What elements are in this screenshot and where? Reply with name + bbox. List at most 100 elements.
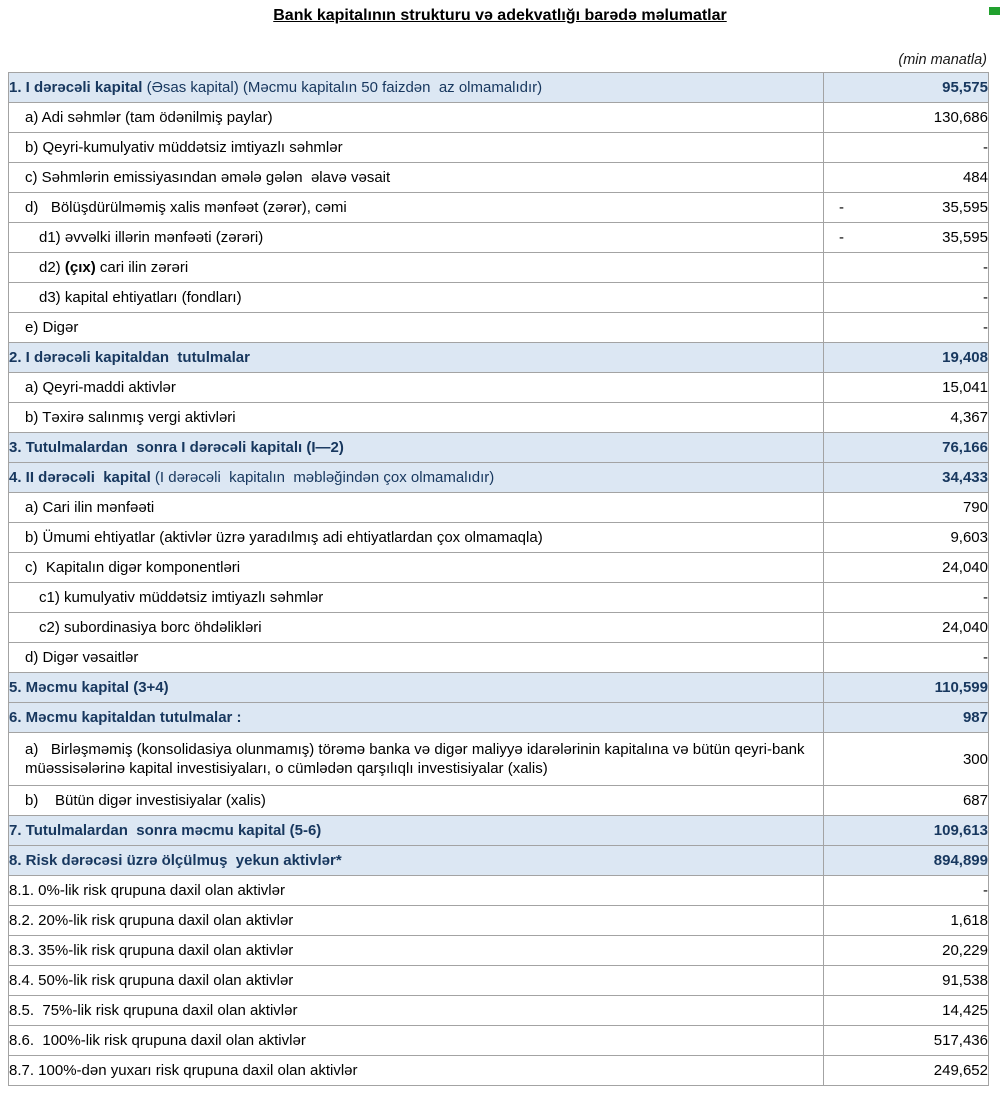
row-value: 790: [823, 492, 989, 523]
row-label: 8.5. 75%-lik risk qrupuna daxil olan akt…: [8, 995, 824, 1026]
row-value: 20,229: [823, 935, 989, 966]
row-label: c1) kumulyativ müddətsiz imtiyazlı səhml…: [8, 582, 824, 613]
row-label: a) Adi səhmlər (tam ödənilmiş paylar): [8, 102, 824, 133]
row-label: 5. Məcmu kapital (3+4): [8, 672, 824, 703]
row-label: 6. Məcmu kapitaldan tutulmalar :: [8, 702, 824, 733]
negative-sign: -: [839, 229, 844, 246]
row-value: - 35,595: [823, 192, 989, 223]
row-value: 24,040: [823, 612, 989, 643]
row-label: 8. Risk dərəcəsi üzrə ölçülmuş yekun akt…: [8, 845, 824, 876]
row-value: 95,575: [823, 72, 989, 103]
table-row: 8.2. 20%-lik risk qrupuna daxil olan akt…: [8, 905, 989, 936]
row-label: 1. I dərəcəli kapital (Əsas kapital) (Mə…: [8, 72, 824, 103]
row-value: -: [823, 312, 989, 343]
table-row: 6. Məcmu kapitaldan tutulmalar :987: [8, 702, 989, 733]
row-value: -: [823, 642, 989, 673]
table-row: a) Adi səhmlər (tam ödənilmiş paylar) 130…: [8, 102, 989, 133]
table-row: 8.6. 100%-lik risk qrupuna daxil olan ak…: [8, 1025, 989, 1056]
table-row: 8.1. 0%-lik risk qrupuna daxil olan akti…: [8, 875, 989, 906]
row-label: 8.4. 50%-lik risk qrupuna daxil olan akt…: [8, 965, 824, 996]
row-value: 249,652: [823, 1055, 989, 1086]
row-value: -: [823, 252, 989, 283]
row-value: 687: [823, 785, 989, 816]
table-row: d) Bölüşdürülməmiş xalis mənfəət (zərər)…: [8, 192, 989, 223]
row-value: 894,899: [823, 845, 989, 876]
row-value: 4,367: [823, 402, 989, 433]
table-row: d3) kapital ehtiyatları (fondları) -: [8, 282, 989, 313]
table-row: a) Cari ilin mənfəəti 790: [8, 492, 989, 523]
unit-note: (min manatla): [898, 52, 987, 68]
row-value: -: [823, 875, 989, 906]
row-value: 15,041: [823, 372, 989, 403]
row-value: 109,613: [823, 815, 989, 846]
row-label: a) Qeyri-maddi aktivlər: [8, 372, 824, 403]
row-label: b) Bütün digər investisiyalar (xalis): [8, 785, 824, 816]
table-row: a) Qeyri-maddi aktivlər 15,041: [8, 372, 989, 403]
table-row: 8.7. 100%-dən yuxarı risk qrupuna daxil …: [8, 1055, 989, 1086]
table-row: c) Səhmlərin emissiyasından əmələ gələn …: [8, 162, 989, 193]
row-label: 8.3. 35%-lik risk qrupuna daxil olan akt…: [8, 935, 824, 966]
screenshot-corner-artifact: [989, 7, 1000, 15]
row-value: 76,166: [823, 432, 989, 463]
value-number: 35,595: [942, 199, 988, 216]
table-row: 4. II dərəcəli kapital (I dərəcəli kapit…: [8, 462, 989, 493]
row-label: b) Ümumi ehtiyatlar (aktivlər üzrə yarad…: [8, 522, 824, 553]
row-value: 517,436: [823, 1025, 989, 1056]
table-row: 3. Tutulmalardan sonra I dərəcəli kapita…: [8, 432, 989, 463]
table-row: 7. Tutulmalardan sonra məcmu kapital (5-…: [8, 815, 989, 846]
table-row: b) Bütün digər investisiyalar (xalis) 687: [8, 785, 989, 816]
negative-sign: -: [839, 199, 844, 216]
row-label: 4. II dərəcəli kapital (I dərəcəli kapit…: [8, 462, 824, 493]
row-label: d1) əvvəlki illərin mənfəəti (zərəri): [8, 222, 824, 253]
table-row: d1) əvvəlki illərin mənfəəti (zərəri) - 35…: [8, 222, 989, 253]
page-title: Bank kapitalının strukturu və adekvatlığ…: [273, 7, 727, 24]
table-row: 8.5. 75%-lik risk qrupuna daxil olan akt…: [8, 995, 989, 1026]
table-row: b) Qeyri-kumulyativ müddətsiz imtiyazlı …: [8, 132, 989, 163]
table-row: b) Təxirə salınmış vergi aktivləri 4,367: [8, 402, 989, 433]
row-label: c) Kapitalın digər komponentləri: [8, 552, 824, 583]
row-value: 19,408: [823, 342, 989, 373]
row-value: 9,603: [823, 522, 989, 553]
row-value: 24,040: [823, 552, 989, 583]
row-value: 110,599: [823, 672, 989, 703]
table-body: 1. I dərəcəli kapital (Əsas kapital) (Mə…: [8, 72, 989, 1086]
row-label: 8.1. 0%-lik risk qrupuna daxil olan akti…: [8, 875, 824, 906]
row-label: 2. I dərəcəli kapitaldan tutulmalar: [8, 342, 824, 373]
row-label: c2) subordinasiya borc öhdəlikləri: [8, 612, 824, 643]
row-label: d2) (çıx) cari ilin zərəri: [8, 252, 824, 283]
row-value: -: [823, 132, 989, 163]
row-label: d) Digər vəsaitlər: [8, 642, 824, 673]
row-label: a) Cari ilin mənfəəti: [8, 492, 824, 523]
table-row: b) Ümumi ehtiyatlar (aktivlər üzrə yarad…: [8, 522, 989, 553]
table-row: 8. Risk dərəcəsi üzrə ölçülmuş yekun akt…: [8, 845, 989, 876]
row-label: e) Digər: [8, 312, 824, 343]
row-label: 3. Tutulmalardan sonra I dərəcəli kapita…: [8, 432, 824, 463]
table-row: 5. Məcmu kapital (3+4) 110,599: [8, 672, 989, 703]
row-value: 14,425: [823, 995, 989, 1026]
row-value: -: [823, 282, 989, 313]
table-row: d2) (çıx) cari ilin zərəri -: [8, 252, 989, 283]
row-label: 7. Tutulmalardan sonra məcmu kapital (5-…: [8, 815, 824, 846]
table-row: a) Birləşməmiş (konsolidasiya olunmamış)…: [8, 732, 989, 786]
table-row: c2) subordinasiya borc öhdəlikləri 24,040: [8, 612, 989, 643]
row-value: 34,433: [823, 462, 989, 493]
row-label: 8.6. 100%-lik risk qrupuna daxil olan ak…: [8, 1025, 824, 1056]
row-label: b) Təxirə salınmış vergi aktivləri: [8, 402, 824, 433]
row-value: - 35,595: [823, 222, 989, 253]
value-number: 35,595: [942, 229, 988, 246]
table-row: d) Digər vəsaitlər -: [8, 642, 989, 673]
row-value: 91,538: [823, 965, 989, 996]
row-value: 300: [823, 732, 989, 786]
table-row: c1) kumulyativ müddətsiz imtiyazlı səhml…: [8, 582, 989, 613]
table-row: 2. I dərəcəli kapitaldan tutulmalar 19,40…: [8, 342, 989, 373]
table-row: c) Kapitalın digər komponentləri 24,040: [8, 552, 989, 583]
row-value: 987: [823, 702, 989, 733]
row-value: 1,618: [823, 905, 989, 936]
row-label: 8.7. 100%-dən yuxarı risk qrupuna daxil …: [8, 1055, 824, 1086]
table-row: 8.4. 50%-lik risk qrupuna daxil olan akt…: [8, 965, 989, 996]
row-value: 484: [823, 162, 989, 193]
row-value: 130,686: [823, 102, 989, 133]
table-row: e) Digər -: [8, 312, 989, 343]
table-row: 1. I dərəcəli kapital (Əsas kapital) (Mə…: [8, 72, 989, 103]
row-label: 8.2. 20%-lik risk qrupuna daxil olan akt…: [8, 905, 824, 936]
